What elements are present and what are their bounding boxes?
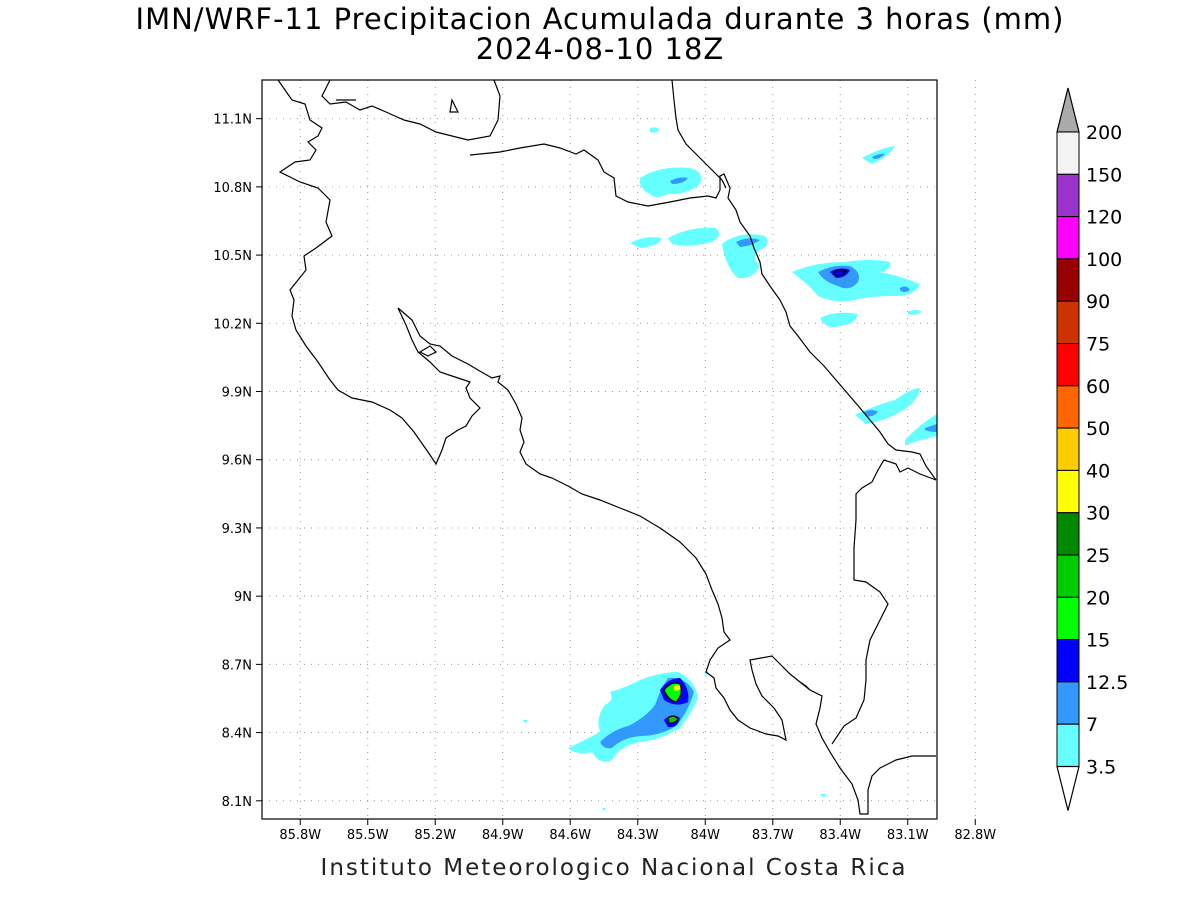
colorbar-label: 120 xyxy=(1086,207,1122,229)
x-tick-label: 85.2W xyxy=(414,828,456,843)
colorbar-swatch xyxy=(1056,385,1080,429)
y-tick-label: 10.8N xyxy=(213,181,252,196)
colorbar-swatch xyxy=(1056,554,1080,598)
precip-area xyxy=(722,234,768,279)
y-tick-label: 9.3N xyxy=(222,522,252,537)
colorbar-swatch xyxy=(1056,427,1080,471)
colorbar-label: 75 xyxy=(1086,334,1110,356)
y-tick-label: 8.1N xyxy=(222,795,252,810)
x-tick-label: 85.5W xyxy=(347,828,389,843)
map-frame xyxy=(261,79,938,820)
precip-area xyxy=(872,153,885,159)
colorbar-label: 90 xyxy=(1086,291,1110,313)
colorbar-swatch xyxy=(1056,469,1080,514)
colorbar-label: 200 xyxy=(1086,122,1122,144)
colorbar-swatch xyxy=(1056,639,1080,683)
colorbar-swatch xyxy=(1056,596,1080,641)
colorbar-label: 100 xyxy=(1086,249,1122,271)
precipitation-shading xyxy=(522,127,937,811)
precip-area xyxy=(820,312,858,327)
colorbar-swatch xyxy=(1056,131,1080,175)
y-tick-label: 10.5N xyxy=(213,249,252,264)
colorbar-label: 40 xyxy=(1086,460,1110,482)
precip-area xyxy=(925,424,937,432)
colorbar-label: 50 xyxy=(1086,418,1110,440)
colorbar-label: 60 xyxy=(1086,376,1110,398)
colorbar-swatch xyxy=(1056,300,1080,345)
colorbar-swatch xyxy=(1056,343,1080,387)
colorbar-swatch xyxy=(1056,173,1080,218)
y-tick-label: 8.4N xyxy=(222,727,252,742)
precip-area xyxy=(908,310,922,315)
precip-area xyxy=(522,720,528,723)
colorbar-label: 15 xyxy=(1086,630,1110,652)
x-tick-label: 83.7W xyxy=(752,828,794,843)
colorbar-swatch xyxy=(1056,258,1080,302)
precip-area xyxy=(905,414,937,445)
colorbar-label: 30 xyxy=(1086,503,1110,525)
precip-area xyxy=(864,410,878,417)
precip-area xyxy=(602,808,606,811)
y-tick-label: 9.9N xyxy=(222,386,252,401)
colorbar: 200 150 120 100 90 75 60 50 40 30 25 20 15 12.5 7 3.5 xyxy=(1056,87,1128,811)
precip-area xyxy=(670,177,688,184)
precip-area xyxy=(900,286,910,292)
x-tick-label: 84.6W xyxy=(549,828,591,843)
precip-area xyxy=(639,167,702,197)
colorbar-overflow-arrow xyxy=(1056,87,1080,133)
y-tick-label: 10.2N xyxy=(213,317,252,332)
colorbar-swatch xyxy=(1056,512,1080,556)
x-tick-label: 85.8W xyxy=(279,828,321,843)
colorbar-label: 25 xyxy=(1086,545,1110,567)
precip-area xyxy=(855,388,920,424)
colorbar-label: 150 xyxy=(1086,164,1122,186)
precip-area xyxy=(630,237,662,248)
colorbar-swatch xyxy=(1056,216,1080,260)
x-tick-label: 84.3W xyxy=(617,828,659,843)
colorbar-swatch xyxy=(1056,723,1080,768)
colorbar-swatch xyxy=(1056,681,1080,725)
precip-area xyxy=(820,794,826,798)
y-tick-label: 9.6N xyxy=(222,454,252,469)
precip-area xyxy=(650,127,660,133)
precip-area xyxy=(674,684,681,691)
x-tick-label: 83.1W xyxy=(887,828,929,843)
map-title: IMN/WRF-11 Precipitacion Acumulada duran… xyxy=(135,2,1065,36)
x-tick-label: 84.9W xyxy=(482,828,524,843)
colorbar-label: 7 xyxy=(1086,714,1098,736)
map-subtitle: 2024-08-10 18Z xyxy=(475,32,725,66)
x-tick-label: 83.4W xyxy=(819,828,861,843)
x-tick-label: 82.8W xyxy=(954,828,996,843)
footer-credit: Instituto Meteorologico Nacional Costa R… xyxy=(320,855,908,881)
colorbar-label: 12.5 xyxy=(1086,672,1128,694)
map-grid: 85.8W 85.5W 85.2W 84.9W 84.6W 84.3W 84W 83.7W 83… xyxy=(213,80,996,843)
y-tick-label: 11.1N xyxy=(213,113,252,128)
colorbar-label: 20 xyxy=(1086,587,1110,609)
colorbar-underflow-arrow xyxy=(1056,765,1080,811)
coastline xyxy=(277,79,937,815)
x-tick-label: 84W xyxy=(691,828,721,843)
colorbar-label: 3.5 xyxy=(1086,757,1116,779)
precip-area xyxy=(668,227,720,246)
precip-area xyxy=(736,238,760,247)
y-tick-label: 8.7N xyxy=(222,658,252,673)
y-tick-label: 9N xyxy=(234,590,252,605)
